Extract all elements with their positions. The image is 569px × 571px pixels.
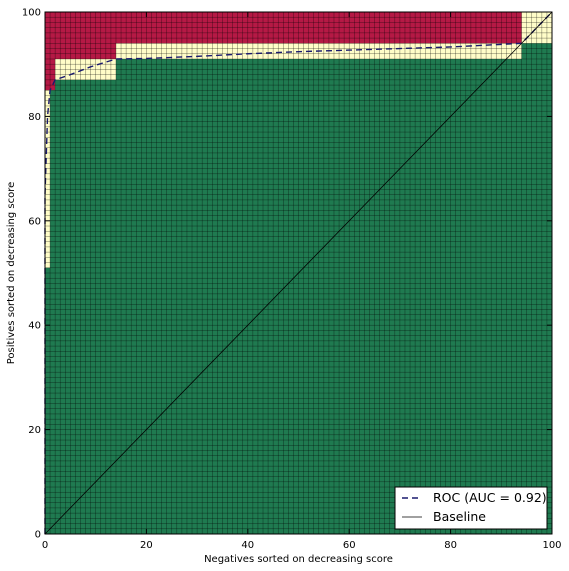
x-tick-label: 20 — [140, 540, 153, 551]
axis-ticks: 0 20 40 60 80 100 0 20 40 60 80 100 — [22, 8, 562, 552]
y-tick-label: 100 — [22, 8, 41, 19]
roc-curve — [44, 11, 553, 534]
y-tick-label: 40 — [28, 321, 41, 332]
plot-area: 0 20 40 60 80 100 0 20 40 60 80 100 — [22, 8, 562, 552]
legend-box — [394, 486, 548, 530]
legend-label-baseline: Baseline — [433, 509, 486, 524]
series-lines — [44, 11, 553, 535]
y-tick-label: 20 — [28, 425, 41, 436]
baseline-line — [44, 11, 553, 535]
y-axis-label: Positives sorted on decreasing score — [6, 182, 17, 365]
x-axis-label: Negatives sorted on decreasing score — [204, 554, 393, 565]
x-tick-label: 100 — [542, 540, 561, 551]
plot-frame — [44, 11, 553, 535]
y-tick-label: 0 — [35, 530, 41, 541]
x-tick-label: 40 — [241, 540, 254, 551]
y-tick-label: 80 — [28, 112, 41, 123]
x-tick-label: 0 — [42, 540, 48, 551]
y-tick-label: 60 — [28, 216, 41, 227]
x-tick-label: 80 — [444, 540, 457, 551]
x-tick-label: 60 — [343, 540, 356, 551]
legend-label-roc: ROC (AUC = 0.92) — [433, 490, 547, 505]
legend: ROC (AUC = 0.92) Baseline — [394, 486, 548, 530]
